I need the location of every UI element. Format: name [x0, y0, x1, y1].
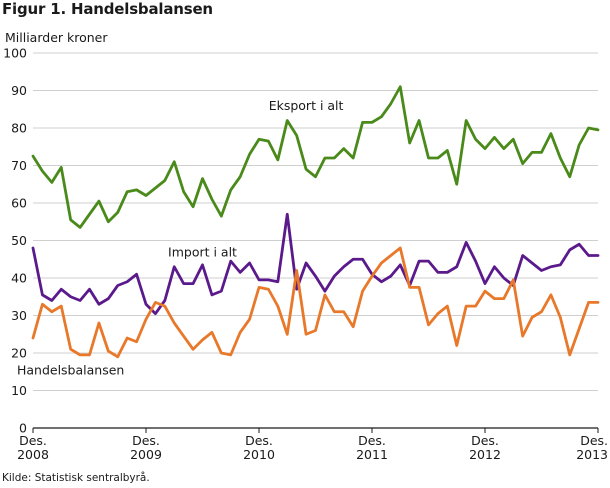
series-label-eksport-i-alt: Eksport i alt — [269, 98, 344, 113]
y-tick-label: 30 — [11, 308, 27, 323]
y-tick-label: 10 — [11, 383, 27, 398]
y-tick-label: 100 — [3, 46, 27, 61]
x-tick-label: Des. — [132, 433, 160, 448]
y-tick-label: 80 — [11, 121, 27, 136]
series-line-handelsbalansen — [31, 246, 600, 359]
y-tick-label: 0 — [19, 421, 27, 436]
y-axis-label: Milliarder kroner — [5, 30, 108, 45]
y-tick-label: 90 — [11, 83, 27, 98]
y-tick-label: 70 — [11, 158, 27, 173]
x-tick-label: 2011 — [356, 447, 388, 462]
x-tick-label: Des. — [580, 433, 608, 448]
series-label-handelsbalansen: Handelsbalansen — [17, 362, 124, 377]
figure-title: Figur 1. Handelsbalansen — [2, 0, 213, 18]
x-tick-label: Des. — [245, 433, 273, 448]
source-note: Kilde: Statistisk sentralbyrå. — [2, 472, 150, 484]
series-line-eksport-i-alt — [31, 85, 600, 229]
y-tick-label: 50 — [11, 233, 27, 248]
x-tick-label: 2010 — [243, 447, 275, 462]
x-tick-label: 2012 — [469, 447, 501, 462]
series-line-import-i-alt — [31, 212, 600, 316]
series-lines — [31, 85, 600, 359]
series-label-import-i-alt: Import i alt — [168, 244, 237, 259]
x-tick-label: Des. — [19, 433, 47, 448]
x-tick-label: Des. — [358, 433, 386, 448]
axes: 0102030405060708090100Des.2008Des.2009De… — [3, 46, 608, 463]
y-tick-label: 20 — [11, 346, 27, 361]
x-tick-label: 2008 — [17, 447, 49, 462]
series-labels: Eksport i alt Import i alt Handelsbalansen — [17, 98, 344, 377]
x-tick-label: 2009 — [130, 447, 162, 462]
y-tick-label: 60 — [11, 196, 27, 211]
y-tick-label: 40 — [11, 271, 27, 286]
grid-lines — [33, 52, 598, 391]
x-tick-label: Des. — [471, 433, 499, 448]
x-tick-label: 2013 — [576, 447, 608, 462]
